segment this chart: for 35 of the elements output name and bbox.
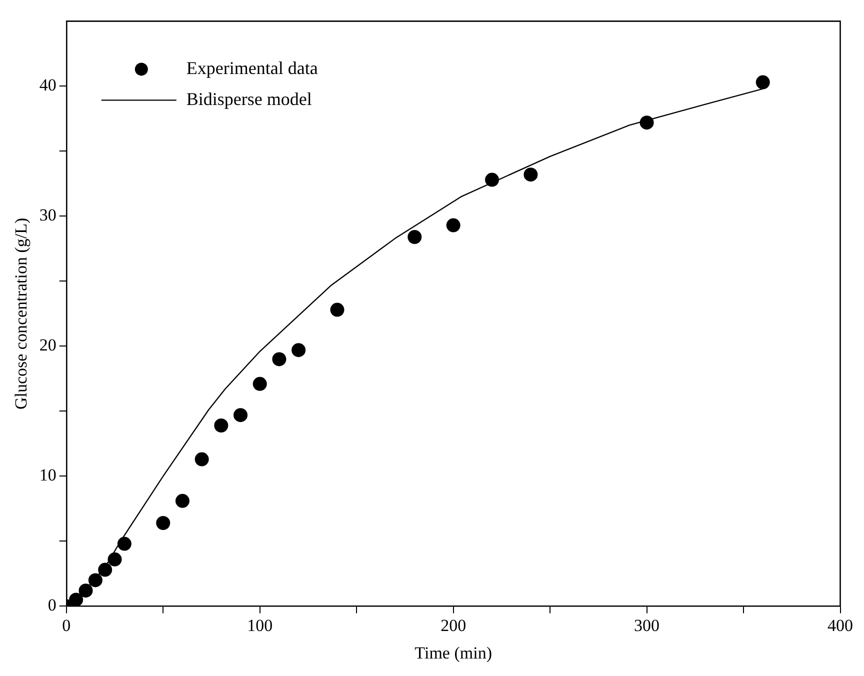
x-tick-label: 400 (828, 616, 853, 635)
x-tick-label: 100 (247, 616, 273, 635)
point (175, 494, 190, 508)
x-axis-title: Time (min) (414, 643, 492, 662)
point (524, 168, 538, 182)
point (88, 573, 102, 588)
y-tick-label: 0 (48, 596, 56, 615)
legend-label: Bidisperse model (186, 88, 312, 109)
y-axis-title: Glucose concentration (g/L) (12, 218, 31, 410)
y-tick-label: 10 (39, 466, 56, 485)
point (108, 552, 122, 566)
y-tick-label: 40 (39, 76, 56, 95)
point (214, 418, 228, 432)
point (756, 75, 770, 90)
point (640, 116, 654, 130)
point (78, 584, 93, 598)
point (117, 536, 132, 551)
point (252, 376, 267, 391)
x-tick-label: 300 (634, 616, 660, 635)
x-tick-label: 0 (62, 616, 71, 635)
point (408, 230, 422, 244)
point (330, 302, 344, 317)
point (156, 516, 170, 530)
y-tick-label: 20 (39, 336, 56, 355)
y-tick-label: 30 (39, 206, 56, 225)
legend-label: Experimental data (186, 58, 318, 78)
point (446, 218, 460, 232)
x-tick-label: 200 (440, 616, 466, 635)
point (292, 343, 306, 358)
point (234, 408, 248, 422)
point (485, 172, 500, 187)
point (272, 352, 286, 366)
point (194, 452, 209, 466)
point (98, 562, 112, 577)
point (69, 592, 84, 606)
